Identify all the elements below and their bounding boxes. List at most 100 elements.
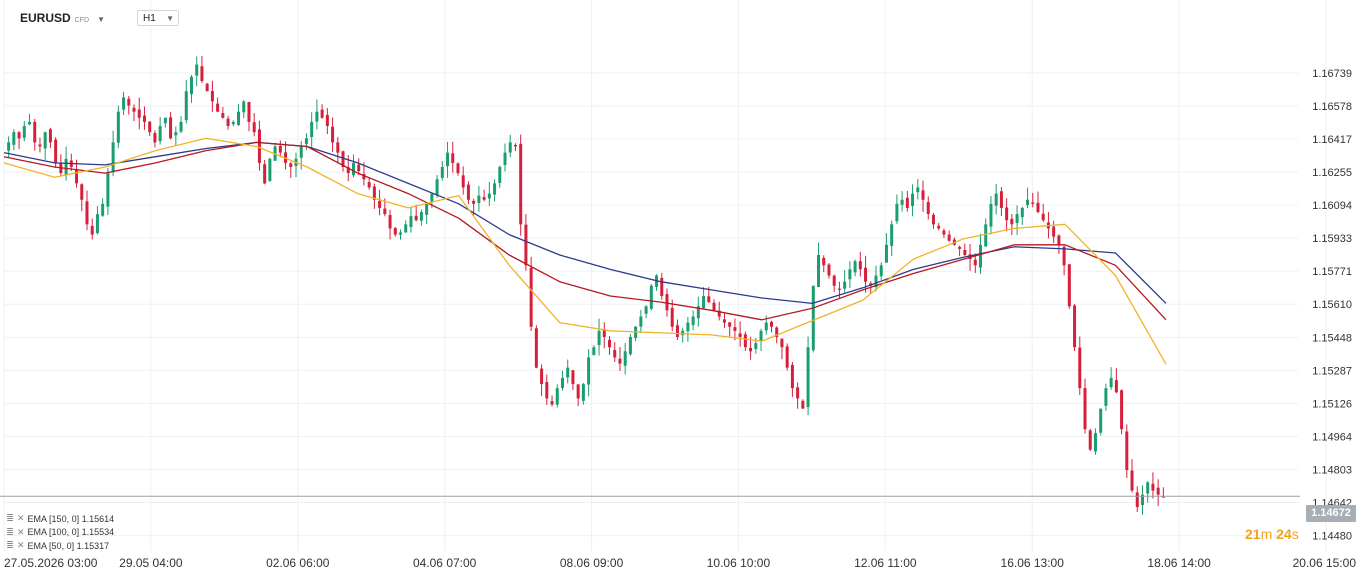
candle-body — [106, 173, 110, 207]
candle-body — [759, 330, 763, 342]
y-tick-label: 1.16739 — [1312, 68, 1352, 80]
candle-body — [749, 347, 753, 352]
candle-body — [879, 265, 883, 277]
candle-body — [1073, 305, 1077, 348]
settings-icon[interactable]: ≣ — [6, 513, 14, 524]
candle-body — [414, 215, 418, 221]
legend-item-ema-100[interactable]: ≣ ✕ EMA [100, 0] 1.15534 — [6, 526, 114, 540]
timeframe-selector[interactable]: H1 ▼ — [137, 10, 179, 26]
candle-body — [1083, 388, 1087, 430]
candle-body — [257, 129, 261, 163]
candle-body — [560, 377, 564, 389]
close-icon[interactable]: ✕ — [17, 513, 25, 524]
close-icon[interactable]: ✕ — [17, 540, 25, 551]
candle-body — [163, 117, 167, 124]
candle-body — [210, 90, 214, 102]
candle-body — [184, 91, 188, 121]
candle-body — [811, 285, 815, 351]
candle-body — [1120, 390, 1124, 430]
candle-body — [608, 339, 612, 348]
close-icon[interactable]: ✕ — [17, 526, 25, 537]
candle-body — [999, 191, 1003, 208]
candle-body — [299, 146, 303, 158]
candlestick-series — [7, 56, 1165, 515]
settings-icon[interactable]: ≣ — [6, 526, 14, 537]
x-tick-label: 02.06 06:00 — [266, 556, 330, 570]
candle-body — [116, 111, 120, 143]
candle-body — [1104, 388, 1108, 406]
candle-body — [498, 166, 502, 183]
candle-body — [409, 216, 413, 228]
candle-body — [1088, 430, 1092, 450]
candle-body — [466, 184, 470, 200]
symbol-name: EURUSD — [20, 11, 71, 25]
y-tick-label: 1.15126 — [1312, 398, 1352, 410]
candle-body — [22, 126, 26, 138]
candle-countdown: 21m 24s — [1245, 526, 1299, 542]
candle-body — [979, 244, 983, 268]
chevron-down-icon: ▼ — [97, 15, 105, 24]
candle-body — [1052, 226, 1056, 237]
legend-item-ema-50[interactable]: ≣ ✕ EMA [50, 0] 1.15317 — [6, 539, 114, 553]
candle-body — [1109, 377, 1113, 388]
candle-body — [806, 347, 810, 408]
chevron-down-icon: ▼ — [166, 14, 174, 23]
price-axis[interactable]: 1.16739 1.16578 1.16417 1.16255 1.16094 1.159… — [1312, 68, 1352, 543]
candle-body — [75, 169, 79, 184]
candle-body — [1156, 487, 1160, 495]
candle-body — [822, 257, 826, 266]
candle-body — [111, 142, 115, 173]
y-tick-label: 1.15448 — [1312, 332, 1352, 344]
candle-body — [158, 126, 162, 142]
candle-body — [357, 164, 361, 172]
candle-body — [487, 193, 491, 199]
candle-body — [571, 370, 575, 385]
candle-body — [587, 357, 591, 385]
legend-label: EMA [50, 0] 1.15317 — [27, 540, 110, 551]
candle-body — [843, 281, 847, 289]
candle-body — [153, 133, 157, 143]
symbol-selector[interactable]: EURUSD CFD ▼ — [20, 11, 105, 25]
candle-body — [278, 145, 282, 153]
candle-body — [142, 115, 146, 122]
candle-body — [90, 225, 94, 235]
candle-body — [1078, 347, 1082, 389]
candle-body — [80, 184, 84, 200]
candle-body — [994, 193, 998, 206]
candle-body — [555, 388, 559, 405]
candle-body — [827, 264, 831, 276]
candle-body — [247, 101, 251, 122]
candle-body — [54, 139, 58, 163]
candle-body — [613, 349, 617, 358]
candle-body — [132, 107, 136, 112]
candle-body — [1114, 380, 1118, 393]
candle-body — [1151, 483, 1155, 491]
candle-body — [769, 321, 773, 327]
candle-body — [545, 382, 549, 399]
current-price-badge: 1.14672 — [1306, 505, 1356, 522]
settings-icon[interactable]: ≣ — [6, 540, 14, 551]
y-tick-label: 1.15610 — [1312, 299, 1352, 311]
legend-item-ema-150[interactable]: ≣ ✕ EMA [150, 0] 1.15614 — [6, 512, 114, 526]
time-axis[interactable]: 27.05.2026 03:00 29.05 04:00 02.06 06:00 04… — [4, 556, 1356, 570]
candle-body — [602, 329, 606, 337]
candle-body — [519, 143, 523, 225]
candle-body — [895, 203, 899, 222]
candle-body — [189, 76, 193, 95]
candle-body — [378, 200, 382, 208]
candle-body — [540, 368, 544, 385]
candle-body — [728, 322, 732, 327]
ema-lines — [3, 137, 1167, 365]
candle-body — [216, 103, 220, 112]
candle-body — [681, 330, 685, 336]
candle-body — [911, 193, 915, 207]
candle-body — [764, 322, 768, 331]
candle-body — [482, 197, 486, 200]
candle-body — [362, 174, 366, 180]
candle-body — [796, 387, 800, 399]
candle-body — [252, 122, 256, 133]
x-tick-label: 27.05.2026 03:00 — [4, 556, 98, 570]
candle-body — [64, 158, 68, 176]
candle-body — [1010, 218, 1014, 225]
